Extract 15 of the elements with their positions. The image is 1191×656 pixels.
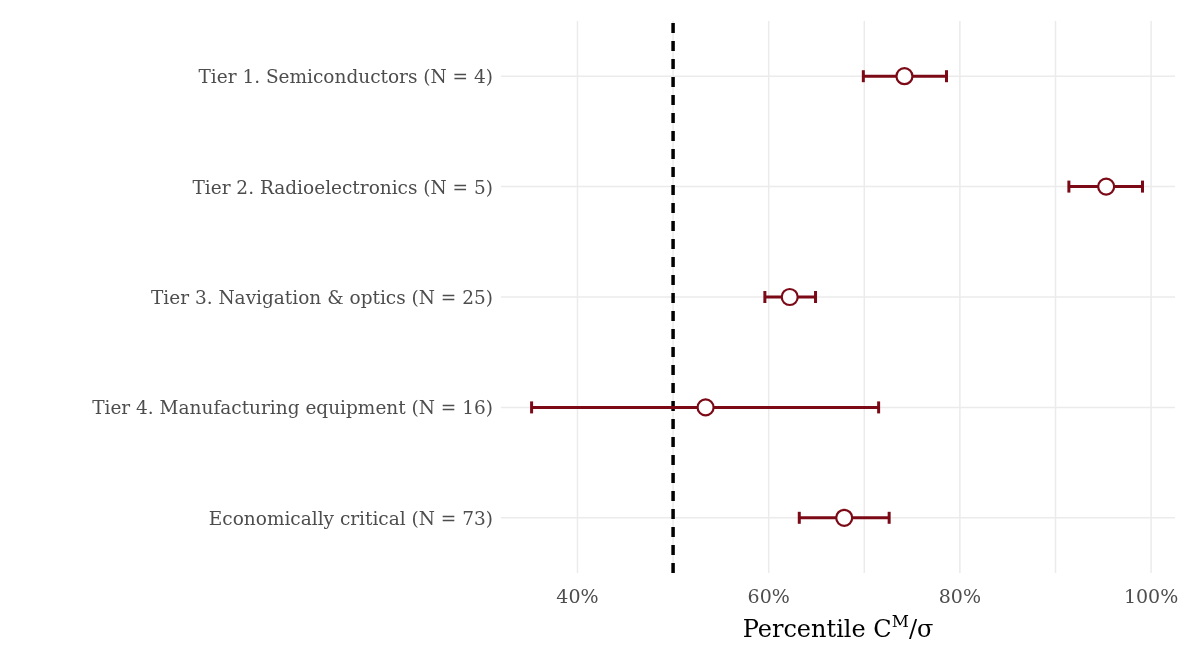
point bbox=[1097, 177, 1116, 196]
point bbox=[835, 508, 854, 527]
x-tick-label: 100% bbox=[1123, 585, 1179, 607]
y-tick-label: Tier 4. Manufacturing equipment (N = 16) bbox=[92, 397, 493, 419]
x-tick-label: 60% bbox=[747, 585, 790, 607]
y-tick-label: Tier 2. Radioelectronics (N = 5) bbox=[192, 176, 493, 198]
y-tick-label: Economically critical (N = 73) bbox=[208, 507, 493, 529]
x-tick-label: 80% bbox=[938, 585, 982, 607]
y-tick-label: Tier 1. Semiconductors (N = 4) bbox=[198, 66, 493, 88]
point bbox=[780, 287, 799, 307]
x-axis-title: Percentile C$^{M}$/σ bbox=[742, 611, 934, 643]
y-tick-label: Tier 3. Navigation & optics (N = 25) bbox=[150, 287, 493, 308]
point bbox=[895, 67, 914, 86]
x-tick-label: 40% bbox=[556, 585, 599, 607]
point bbox=[696, 398, 715, 417]
